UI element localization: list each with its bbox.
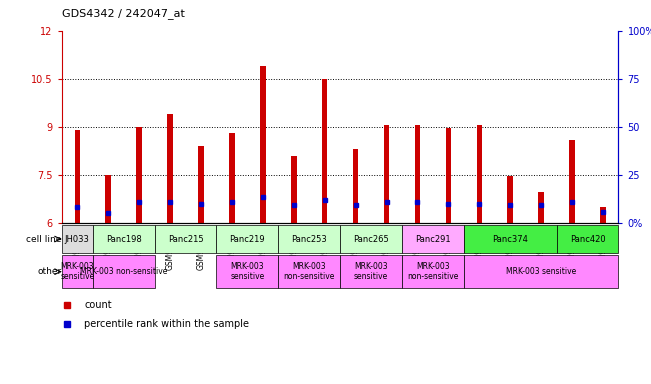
Text: Panc215: Panc215	[168, 235, 203, 243]
Text: MRK-003 non-sensitive: MRK-003 non-sensitive	[80, 267, 167, 276]
Bar	[229, 133, 235, 223]
Bar	[507, 176, 513, 223]
Text: MRK-003
non-sensitive: MRK-003 non-sensitive	[408, 262, 458, 281]
Bar	[62, 255, 92, 288]
Bar	[74, 130, 80, 223]
Text: MRK-003
non-sensitive: MRK-003 non-sensitive	[284, 262, 335, 281]
Bar	[557, 225, 618, 253]
Text: Panc420: Panc420	[570, 235, 605, 243]
Text: other: other	[38, 267, 62, 276]
Text: percentile rank within the sample: percentile rank within the sample	[84, 319, 249, 329]
Bar	[216, 225, 278, 253]
Bar	[92, 255, 154, 288]
Text: count: count	[84, 300, 112, 310]
Text: MRK-003
sensitive: MRK-003 sensitive	[60, 262, 94, 281]
Bar	[278, 255, 340, 288]
Bar	[198, 146, 204, 223]
Text: Panc253: Panc253	[292, 235, 327, 243]
Text: Panc198: Panc198	[106, 235, 141, 243]
Bar	[464, 255, 618, 288]
Bar	[464, 225, 557, 253]
Bar	[167, 114, 173, 223]
Text: Panc374: Panc374	[492, 235, 528, 243]
Text: MRK-003
sensitive: MRK-003 sensitive	[230, 262, 264, 281]
Bar	[92, 225, 154, 253]
Bar	[105, 175, 111, 223]
Text: GDS4342 / 242047_at: GDS4342 / 242047_at	[62, 8, 185, 19]
Bar	[291, 156, 297, 223]
Bar	[353, 149, 359, 223]
Bar	[402, 225, 464, 253]
Bar	[383, 125, 389, 223]
Bar	[62, 225, 92, 253]
Bar	[136, 127, 142, 223]
Bar	[415, 125, 421, 223]
Text: MRK-003 sensitive: MRK-003 sensitive	[506, 267, 576, 276]
Text: cell line: cell line	[27, 235, 62, 243]
Bar	[445, 128, 451, 223]
Bar	[538, 192, 544, 223]
Text: Panc219: Panc219	[230, 235, 265, 243]
Bar	[322, 79, 327, 223]
Text: Panc265: Panc265	[353, 235, 389, 243]
Text: JH033: JH033	[65, 235, 90, 243]
Bar	[154, 225, 216, 253]
Bar	[278, 225, 340, 253]
Text: MRK-003
sensitive: MRK-003 sensitive	[354, 262, 388, 281]
Bar	[477, 125, 482, 223]
Bar	[402, 255, 464, 288]
Bar	[340, 225, 402, 253]
Text: Panc291: Panc291	[415, 235, 450, 243]
Bar	[216, 255, 278, 288]
Bar	[569, 139, 575, 223]
Bar	[260, 66, 266, 223]
Bar	[600, 207, 606, 223]
Bar	[340, 255, 402, 288]
